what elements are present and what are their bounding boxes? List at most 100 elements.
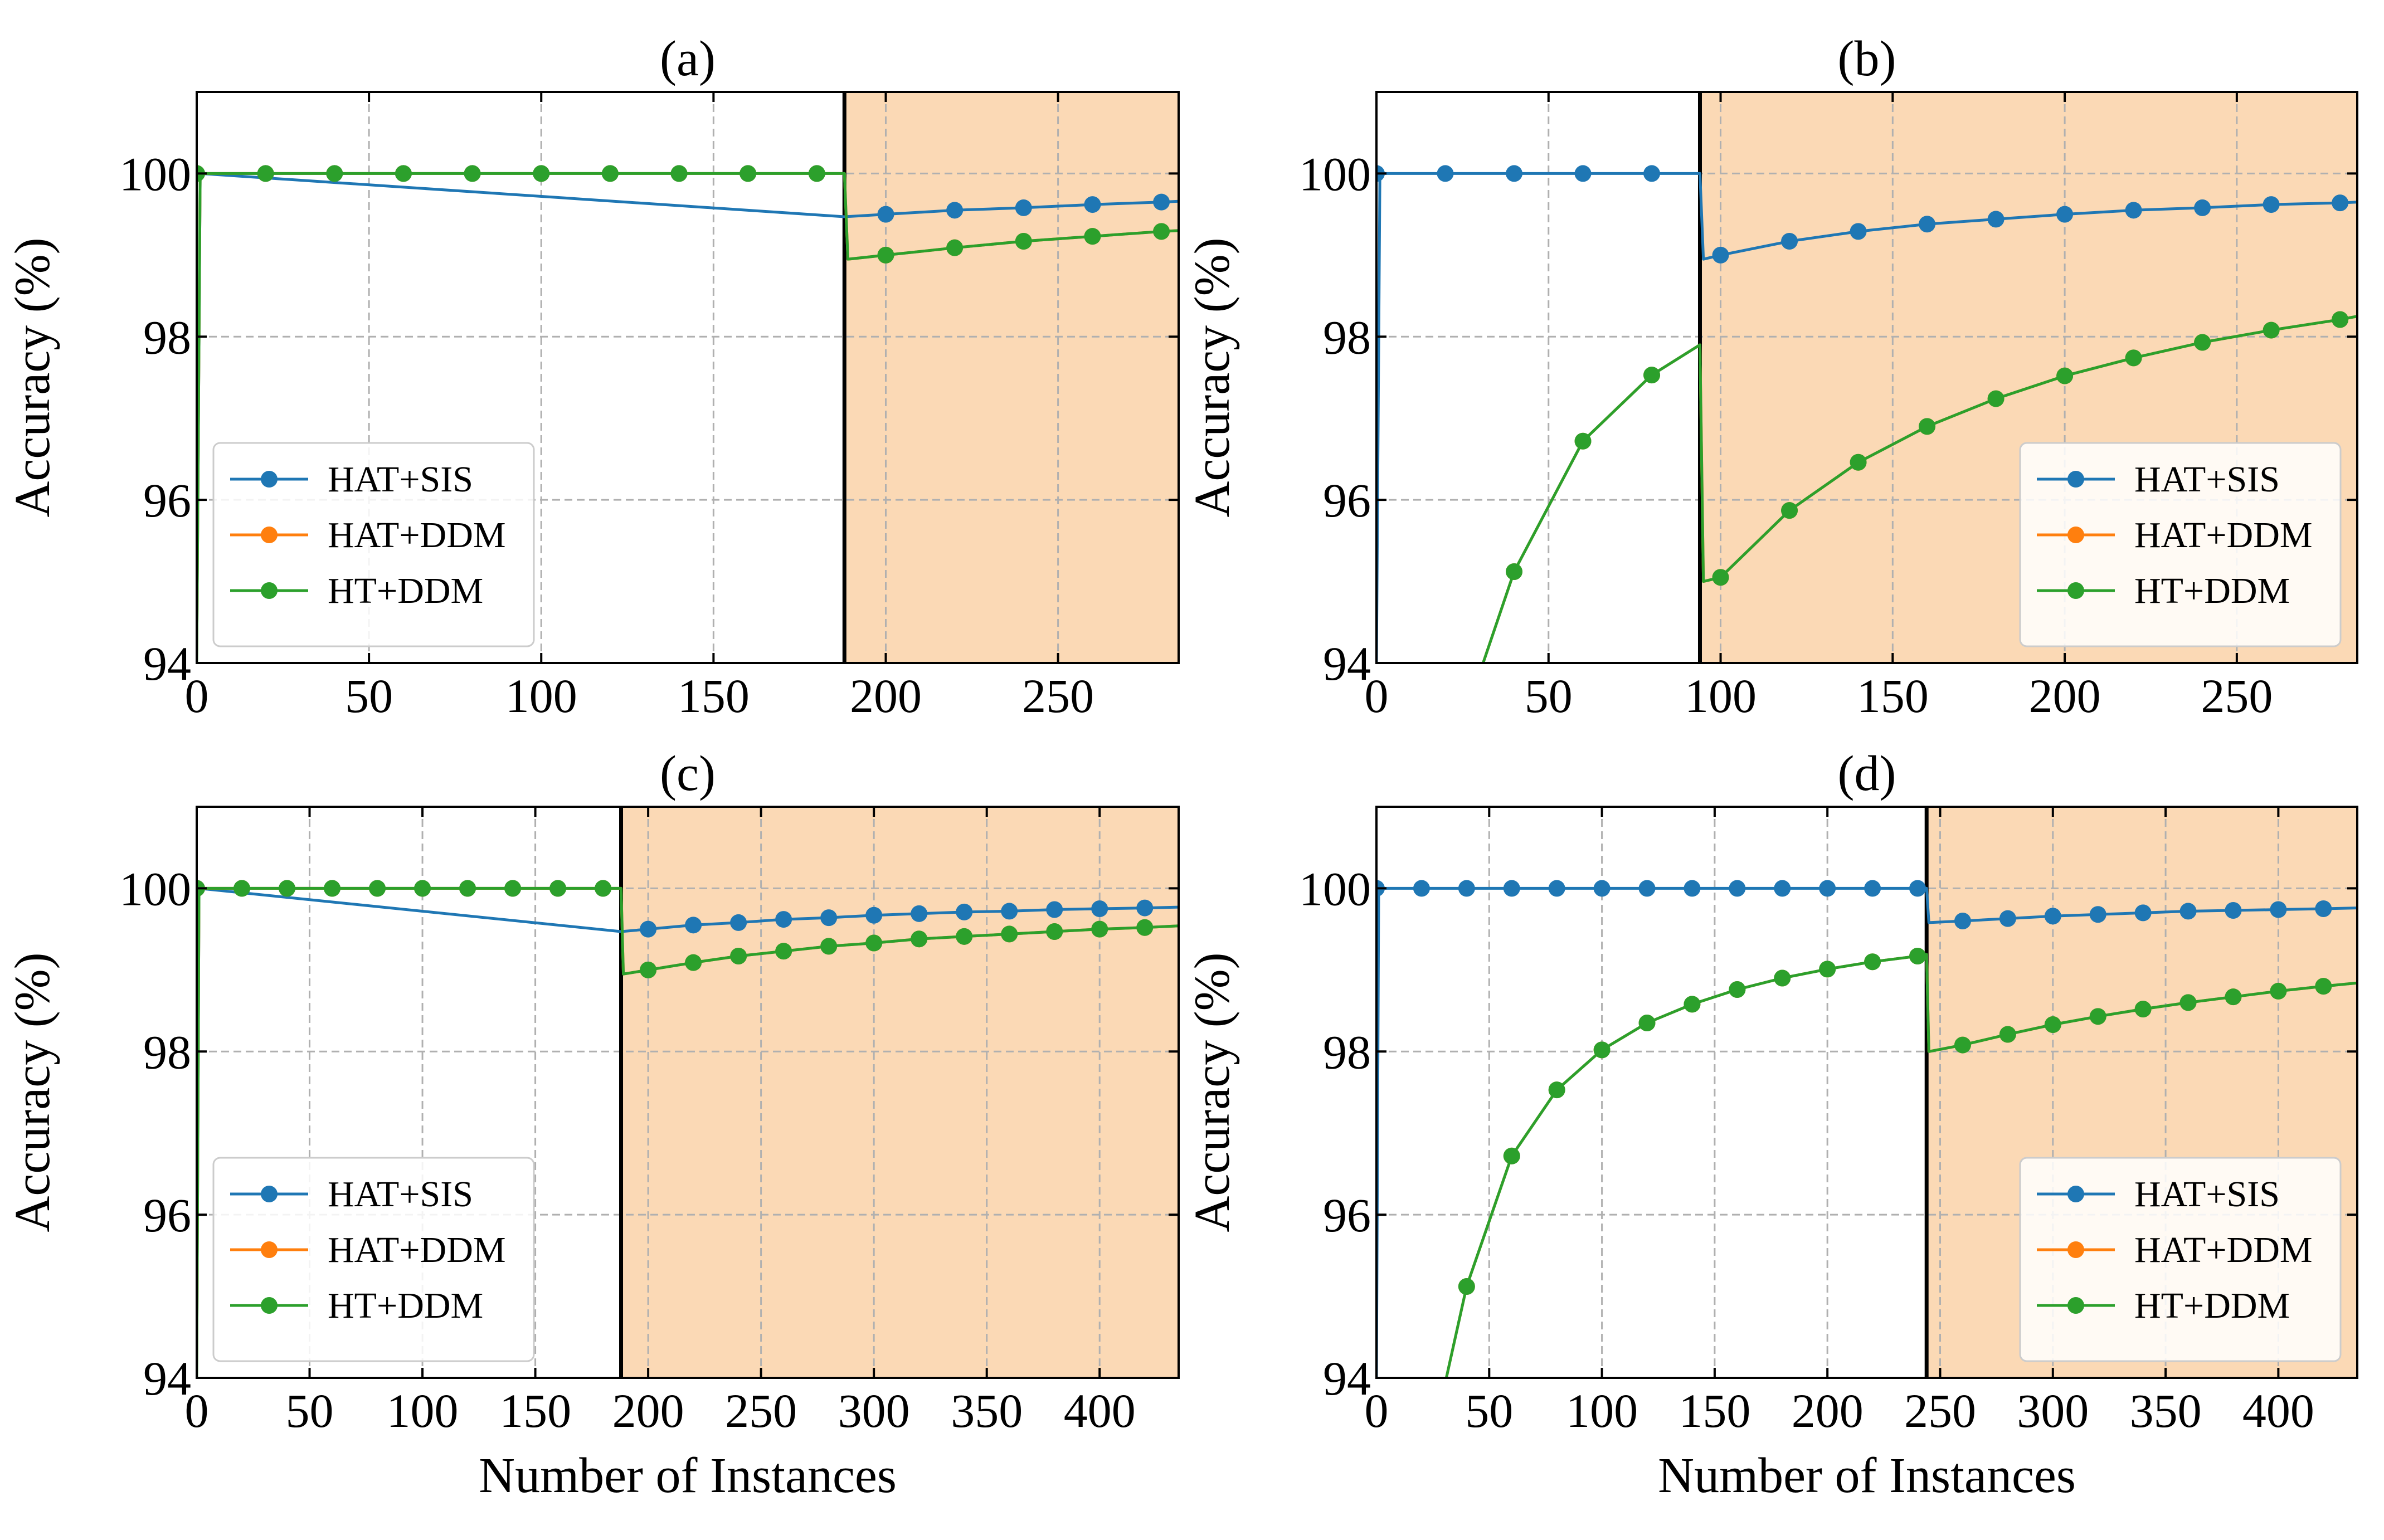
- x-tick-label: 100: [1685, 669, 1757, 723]
- data-point: [1987, 211, 2004, 228]
- x-tick-label: 200: [612, 1384, 684, 1437]
- data-point: [1819, 880, 1836, 897]
- x-tick-label: 200: [850, 669, 922, 723]
- plot-frame: [196, 91, 1180, 664]
- legend-marker: [261, 1297, 278, 1314]
- data-point: [2056, 206, 2074, 223]
- x-tick-label: 100: [1566, 1384, 1638, 1437]
- data-point: [2194, 334, 2211, 351]
- data-point: [1458, 1278, 1475, 1295]
- data-point: [1136, 919, 1154, 936]
- data-point: [1015, 199, 1032, 216]
- data-point: [730, 914, 747, 931]
- data-point: [946, 239, 964, 256]
- x-tick-label: 0: [185, 669, 209, 723]
- data-point: [685, 917, 702, 934]
- x-tick-label: 150: [499, 1384, 571, 1437]
- data-point: [1864, 880, 1881, 897]
- y-tick-label: 94: [1323, 1352, 1371, 1405]
- legend: HAT+SIS HAT+DDM HT+DDM: [212, 442, 535, 647]
- data-point: [1084, 228, 1101, 245]
- plot-frame: [196, 806, 1180, 1379]
- data-point: [1574, 165, 1592, 182]
- data-point: [1084, 196, 1101, 213]
- data-point: [464, 165, 481, 182]
- data-point: [1548, 1081, 1565, 1099]
- x-tick-label: 50: [1525, 669, 1573, 723]
- x-tick-label: 150: [678, 669, 750, 723]
- data-point: [2125, 349, 2142, 367]
- x-tick-label: 350: [2130, 1384, 2202, 1437]
- panel-a: 0 50 100 150 200 250 94 96 98 100 (a) Accuracy (%) H…: [5, 31, 1180, 723]
- legend-label: HAT+SIS: [328, 459, 473, 500]
- x-tick-label: 300: [838, 1384, 910, 1437]
- data-point: [2332, 311, 2349, 328]
- y-tick-label: 96: [143, 1188, 191, 1242]
- data-point: [2263, 196, 2280, 213]
- y-tick-label: 98: [1323, 310, 1371, 364]
- data-point: [1781, 502, 1798, 519]
- data-point: [1091, 920, 1108, 938]
- y-tick-label: 94: [143, 637, 191, 690]
- y-tick-label: 96: [1323, 1188, 1371, 1242]
- panel-c: 0 50 100 150 200 250 300 350 400 94 96 98 100 (c) Accu…: [5, 746, 1180, 1503]
- legend-label: HAT+SIS: [2134, 1174, 2280, 1215]
- data-point: [1153, 223, 1170, 240]
- data-point: [549, 880, 567, 897]
- legend-label: HT+DDM: [328, 1285, 483, 1326]
- legend: HAT+SIS HAT+DDM HT+DDM: [2019, 442, 2342, 647]
- y-tick-label: 98: [143, 310, 191, 364]
- data-point: [1954, 913, 1971, 929]
- data-point: [279, 880, 296, 897]
- x-tick-label: 250: [725, 1384, 797, 1437]
- y-tick-label: 96: [143, 474, 191, 527]
- data-point: [395, 165, 412, 182]
- data-point: [640, 920, 657, 938]
- y-tick-label: 100: [1299, 147, 1371, 201]
- data-point: [1919, 418, 1936, 435]
- plot-frame: [1375, 91, 2358, 664]
- x-tick-label: 100: [387, 1384, 459, 1437]
- data-point: [1001, 925, 1018, 943]
- data-point: [504, 880, 522, 897]
- data-point: [1999, 1026, 2016, 1043]
- x-axis-label: Number of Instances: [479, 1448, 897, 1503]
- data-point: [2270, 982, 2287, 1000]
- data-point: [640, 961, 657, 978]
- x-axis-label: Number of Instances: [1658, 1448, 2076, 1503]
- data-point: [1774, 969, 1791, 987]
- series-line-ht-ddm: [197, 172, 1179, 663]
- drift-region: [621, 807, 1179, 1378]
- data-point: [459, 880, 476, 897]
- legend-marker: [2067, 471, 2084, 488]
- data-point: [1999, 910, 2016, 927]
- data-point: [956, 903, 973, 920]
- legend-label: HT+DDM: [2134, 1285, 2290, 1326]
- data-point: [369, 880, 386, 897]
- x-tick-label: 0: [185, 1384, 209, 1437]
- panel-b: 0 50 100 150 200 250 94 96 98 100 (b) Accuracy (%) H…: [1185, 31, 2358, 723]
- data-point: [2315, 978, 2332, 995]
- data-point: [2056, 367, 2074, 384]
- data-point: [1091, 900, 1108, 918]
- data-point: [730, 947, 747, 964]
- data-point: [1643, 367, 1661, 384]
- legend-marker: [2067, 582, 2084, 599]
- data-point: [911, 905, 928, 922]
- legend-label: HT+DDM: [2134, 571, 2290, 611]
- data-point: [1919, 216, 1936, 233]
- data-point: [595, 880, 612, 897]
- data-point: [2179, 903, 2197, 920]
- data-point: [865, 907, 883, 924]
- data-point: [685, 954, 702, 971]
- data-point: [2179, 994, 2197, 1011]
- legend-marker: [261, 527, 278, 543]
- data-point: [1574, 432, 1592, 450]
- data-point: [1774, 880, 1791, 897]
- legend-label: HAT+SIS: [328, 1174, 473, 1215]
- data-point: [775, 943, 792, 960]
- data-point: [326, 165, 343, 182]
- data-point: [1437, 165, 1454, 182]
- panel-title: (b): [1838, 31, 1896, 86]
- legend-box: [212, 442, 535, 647]
